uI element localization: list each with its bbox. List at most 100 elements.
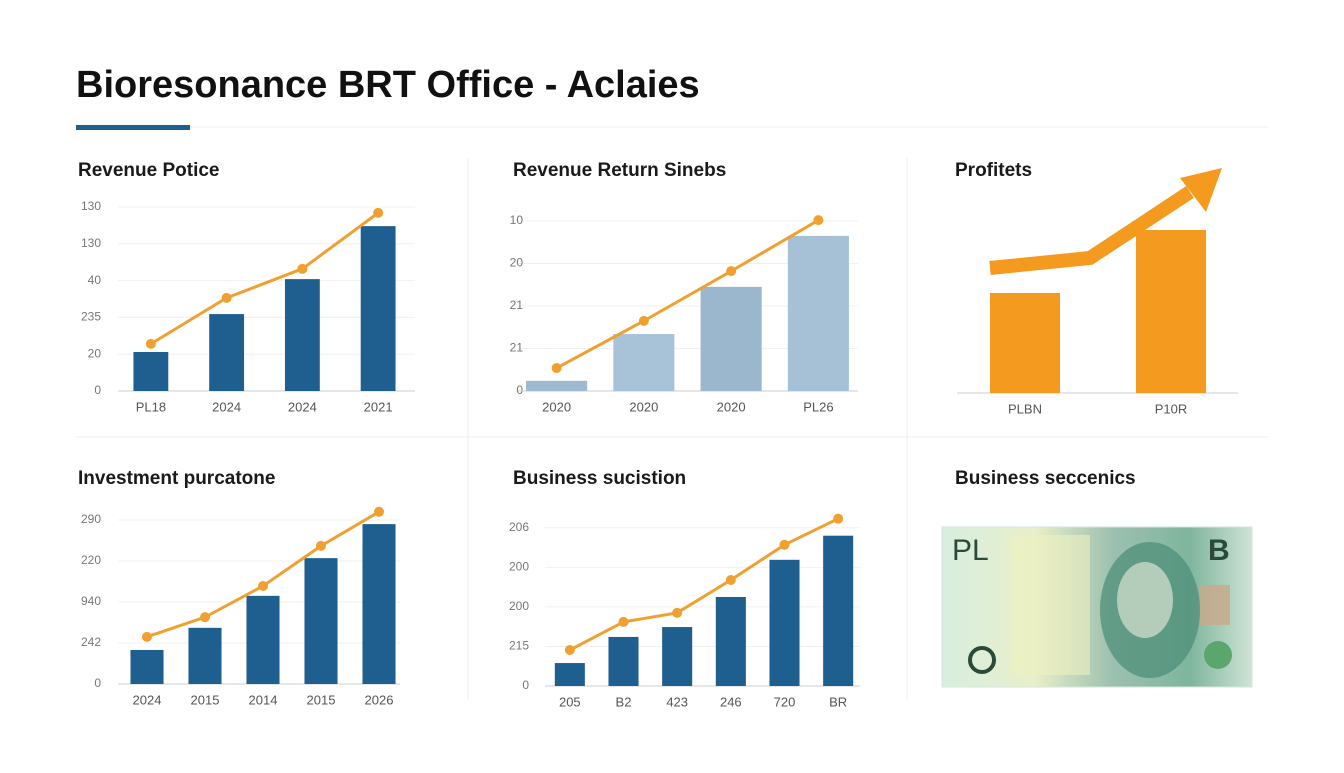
- line-point: [564, 645, 575, 656]
- x-tick-label: PL26: [803, 399, 833, 414]
- x-tick-label: P10R: [1155, 401, 1188, 416]
- y-tick-label: 220: [81, 553, 101, 567]
- bar: [554, 663, 585, 686]
- panel-title: Business sucistion: [513, 468, 686, 489]
- panel-title: Investment purcatone: [78, 468, 275, 489]
- line-point: [316, 540, 326, 551]
- bar: [246, 595, 280, 684]
- line-point: [779, 539, 790, 550]
- y-tick-label: 40: [88, 273, 102, 287]
- bar: [133, 351, 169, 391]
- bar: [989, 293, 1061, 393]
- x-tick-label: 2026: [365, 692, 394, 707]
- y-tick-label: 290: [81, 512, 101, 526]
- title-underline: [76, 125, 190, 130]
- line: [555, 218, 820, 370]
- y-tick-label: 21: [510, 298, 524, 312]
- banknote: PL B: [941, 526, 1253, 688]
- banknote-emblem: [1200, 585, 1230, 625]
- bar: [188, 627, 222, 684]
- line-point: [142, 631, 152, 642]
- y-tick-label: 0: [94, 676, 101, 690]
- line-point: [726, 266, 737, 277]
- panel-title: Revenue Potice: [78, 160, 220, 181]
- line-point: [258, 581, 268, 592]
- y-tick-label: 10: [510, 213, 524, 227]
- y-tick-label: 242: [81, 635, 101, 649]
- y-tick-label: 200: [509, 599, 529, 613]
- bar: [769, 559, 800, 686]
- x-tick-label: 2015: [191, 692, 220, 707]
- x-tick-label: 246: [720, 694, 742, 709]
- x-tick-label: 2024: [212, 399, 241, 414]
- bar: [1135, 230, 1207, 393]
- y-tick-label: 215: [509, 639, 529, 653]
- bar: [787, 235, 849, 391]
- y-tick-label: 130: [81, 199, 101, 213]
- line-point: [725, 574, 736, 585]
- bar: [526, 380, 588, 391]
- x-tick-label: 2015: [307, 692, 336, 707]
- panel-title: Revenue Return Sinebs: [513, 160, 726, 181]
- x-tick-label: 2014: [249, 692, 278, 707]
- line-point: [551, 363, 562, 374]
- bar: [662, 627, 693, 686]
- bar: [130, 649, 164, 684]
- x-tick-label: 2024: [133, 692, 162, 707]
- x-tick-label: 2021: [364, 399, 393, 414]
- x-tick-label: PL18: [136, 399, 166, 414]
- y-tick-label: 235: [81, 310, 101, 324]
- portrait-face: [1117, 562, 1173, 638]
- x-tick-label: B2: [616, 694, 632, 709]
- page-title: Bioresonance BRT Office - Aclaies: [76, 64, 700, 106]
- bar: [715, 597, 746, 686]
- x-tick-label: 2020: [629, 399, 658, 414]
- line-point: [221, 292, 232, 303]
- bar: [613, 334, 675, 391]
- banknote-panel: [1010, 535, 1090, 675]
- banknote-seal: [1204, 641, 1232, 669]
- bar: [304, 558, 338, 684]
- y-tick-label: 940: [81, 594, 101, 608]
- line: [569, 517, 839, 652]
- line-point: [672, 607, 683, 618]
- bar: [209, 314, 245, 391]
- x-tick-label: 720: [774, 694, 796, 709]
- banknote-circle: [968, 646, 996, 674]
- trend-arrow-head: [1180, 168, 1222, 212]
- bar: [608, 636, 639, 686]
- x-tick-label: PLBN: [1008, 401, 1042, 416]
- line-point: [145, 338, 156, 349]
- trend-arrow: [989, 186, 1194, 275]
- panel-title: Profitets: [955, 160, 1032, 181]
- panel-title: Business seccenics: [955, 468, 1136, 489]
- line-point: [813, 215, 824, 226]
- line-point: [200, 612, 210, 623]
- x-tick-label: 423: [666, 694, 688, 709]
- x-tick-label: 2020: [542, 399, 571, 414]
- line-point: [374, 506, 384, 517]
- line-point: [297, 263, 308, 274]
- x-tick-label: 205: [559, 694, 581, 709]
- bar: [362, 524, 396, 684]
- x-tick-label: 2020: [717, 399, 746, 414]
- y-tick-label: 206: [509, 520, 529, 534]
- banknote-text: PL: [952, 534, 989, 567]
- x-tick-label: 2024: [288, 399, 317, 414]
- bar: [700, 286, 762, 391]
- y-tick-label: 20: [88, 346, 102, 360]
- y-tick-label: 20: [510, 256, 524, 270]
- y-tick-label: 200: [509, 560, 529, 574]
- line-point: [833, 513, 844, 524]
- bar: [360, 226, 396, 391]
- line-point: [373, 207, 384, 218]
- y-tick-label: 0: [94, 383, 101, 397]
- line: [150, 211, 380, 346]
- y-tick-label: 21: [510, 341, 524, 355]
- y-tick-label: 0: [522, 678, 529, 692]
- line-point: [618, 616, 629, 627]
- y-tick-label: 130: [81, 236, 101, 250]
- bar: [823, 535, 854, 686]
- y-tick-label: 0: [516, 383, 523, 397]
